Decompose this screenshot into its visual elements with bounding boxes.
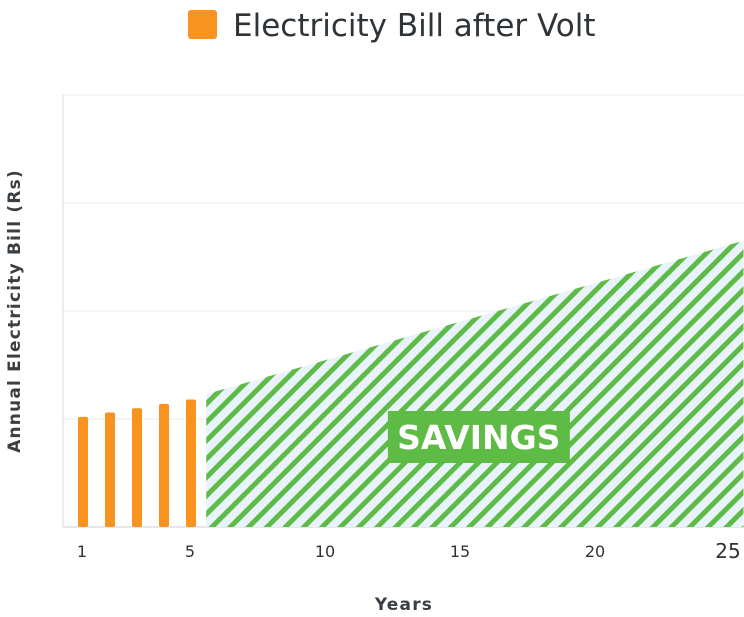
x-axis-title: Years bbox=[374, 595, 433, 615]
bar-year-2 bbox=[105, 412, 115, 527]
legend-label: Electricity Bill after Volt bbox=[233, 8, 596, 44]
legend-swatch bbox=[188, 10, 217, 39]
savings-label: SAVINGS bbox=[397, 418, 560, 457]
x-tick-5: 5 bbox=[185, 542, 195, 561]
x-tick-20: 20 bbox=[585, 542, 605, 561]
x-tick-labels: 1 5 10 15 20 25 bbox=[77, 539, 741, 563]
bar-year-3 bbox=[132, 408, 142, 527]
bar-year-4 bbox=[159, 403, 169, 527]
x-tick-15: 15 bbox=[450, 542, 470, 561]
x-tick-10: 10 bbox=[315, 542, 335, 561]
x-tick-25: 25 bbox=[715, 539, 740, 563]
bars bbox=[78, 399, 196, 527]
bar-year-5 bbox=[186, 399, 196, 527]
savings-label-box bbox=[387, 411, 570, 463]
x-tick-1: 1 bbox=[77, 542, 87, 561]
bar-year-1 bbox=[78, 416, 88, 527]
y-axis-title: Annual Electricity Bill (Rs) bbox=[5, 169, 25, 453]
savings-area bbox=[206, 240, 744, 528]
